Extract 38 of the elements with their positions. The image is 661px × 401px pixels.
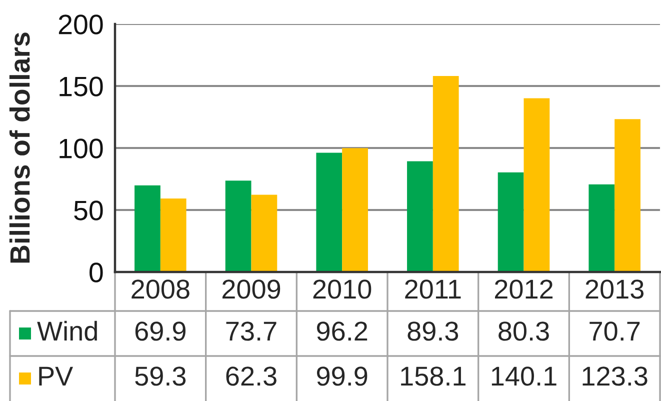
data-label: 80.3	[498, 322, 549, 341]
x-tick-label: 2010	[313, 280, 372, 299]
data-label: 99.9	[317, 366, 368, 386]
bar	[588, 184, 615, 272]
y-tick-label: 0	[90, 262, 103, 282]
data-label: 73.7	[226, 322, 276, 341]
bar	[498, 172, 524, 272]
y-tick-label: 150	[60, 76, 103, 96]
data-label: 158.1	[401, 366, 466, 386]
data-label: 59.3	[135, 366, 186, 386]
x-tick-label: 2012	[494, 280, 553, 299]
bar	[251, 194, 278, 272]
y-tick-label: 50	[74, 200, 103, 220]
data-label: 69.9	[135, 322, 186, 341]
data-label: 96.2	[317, 322, 368, 341]
bar	[614, 119, 640, 272]
y-axis-title: Billions of dollars	[9, 32, 30, 263]
legend-label: PV	[39, 366, 74, 386]
data-label: 70.7	[590, 322, 640, 341]
data-label: 89.3	[408, 322, 458, 341]
data-label: 62.3	[226, 366, 276, 386]
x-tick-label: 2011	[405, 280, 461, 299]
data-label: 123.3	[582, 366, 648, 386]
y-tick-label: 200	[58, 14, 103, 34]
bar	[524, 98, 550, 272]
x-tick-label: 2008	[132, 280, 190, 299]
x-tick-label: 2009	[222, 280, 280, 299]
data-label: 140.1	[492, 366, 556, 386]
bar	[316, 152, 342, 272]
bar	[407, 161, 433, 272]
bar	[160, 198, 186, 272]
bar	[225, 180, 252, 272]
bar	[432, 76, 459, 272]
bar	[134, 185, 160, 272]
y-tick-label: 100	[60, 138, 103, 158]
legend-label: Wind	[37, 320, 97, 341]
bar	[342, 148, 368, 272]
x-tick-label: 2013	[586, 280, 644, 299]
